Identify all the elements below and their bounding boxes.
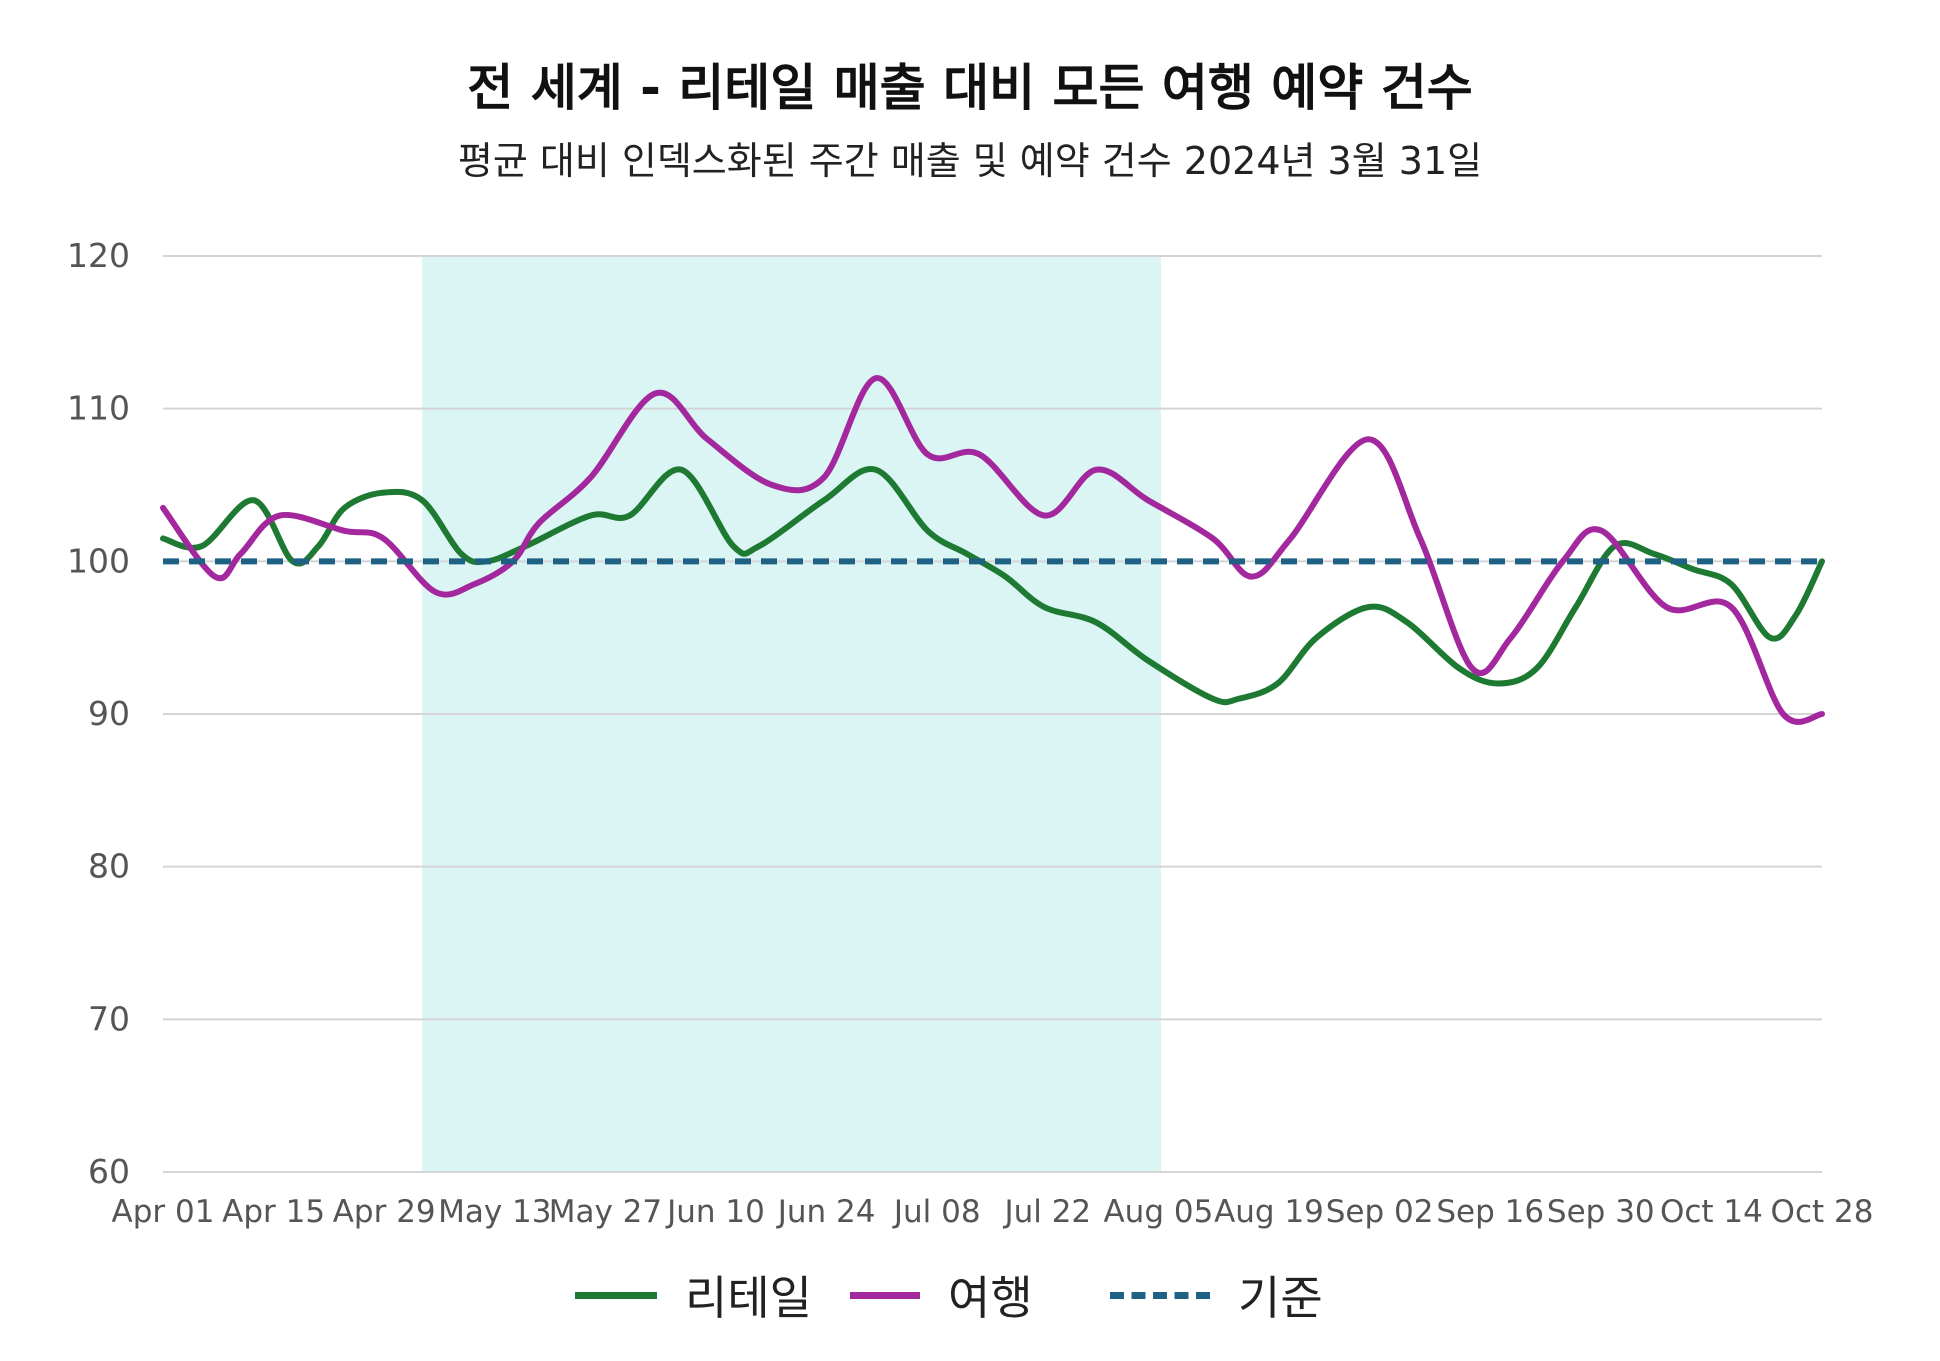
x-tick-label: Aug 05 bbox=[1103, 1194, 1213, 1230]
y-tick-label: 120 bbox=[67, 236, 130, 275]
y-axis-ticks: 60 70 80 90 100 110 120 bbox=[67, 236, 130, 1191]
x-tick-label: Sep 30 bbox=[1547, 1194, 1655, 1230]
y-tick-label: 110 bbox=[67, 389, 130, 428]
x-tick-label: Jul 08 bbox=[892, 1194, 981, 1230]
x-tick-label: Apr 29 bbox=[333, 1194, 436, 1230]
legend-swatch-travel bbox=[850, 1291, 920, 1299]
x-tick-label: Jun 10 bbox=[665, 1194, 765, 1230]
legend-label-retail: 리테일 bbox=[685, 1271, 812, 1325]
x-tick-label: Apr 01 bbox=[112, 1194, 215, 1230]
x-tick-label: Oct 14 bbox=[1660, 1194, 1763, 1230]
y-tick-label: 70 bbox=[88, 999, 130, 1038]
legend-item-travel: 여행 bbox=[850, 1260, 1033, 1330]
y-tick-label: 60 bbox=[88, 1152, 130, 1191]
x-tick-label: Jul 22 bbox=[1002, 1194, 1091, 1230]
legend-item-retail: 리테일 bbox=[575, 1260, 812, 1330]
y-tick-label: 80 bbox=[88, 847, 130, 886]
legend-label-baseline: 기준 bbox=[1238, 1271, 1323, 1325]
x-tick-label: Sep 16 bbox=[1436, 1194, 1544, 1230]
x-tick-label: Aug 19 bbox=[1214, 1194, 1324, 1230]
legend-item-baseline: 기준 bbox=[1110, 1260, 1323, 1330]
chart-title: 전 세계 - 리테일 매출 대비 모든 여행 예약 건수 bbox=[467, 59, 1473, 117]
chart-subtitle: 평균 대비 인덱스화된 주간 매출 및 예약 건수 2024년 3월 31일 bbox=[457, 139, 1483, 183]
x-tick-label: May 27 bbox=[549, 1194, 662, 1230]
legend-swatch-retail bbox=[575, 1291, 657, 1299]
legend-swatch-baseline bbox=[1110, 1291, 1210, 1299]
legend: 리테일 여행 기준 bbox=[0, 1260, 1940, 1330]
y-tick-label: 100 bbox=[67, 541, 130, 580]
x-tick-label: Sep 02 bbox=[1326, 1194, 1434, 1230]
x-tick-label: Jun 24 bbox=[776, 1194, 876, 1230]
series-line-retail bbox=[160, 466, 1825, 706]
x-tick-label: May 13 bbox=[438, 1194, 551, 1230]
x-tick-label: Apr 15 bbox=[222, 1194, 325, 1230]
legend-label-travel: 여행 bbox=[948, 1271, 1033, 1325]
series-layer bbox=[160, 375, 1825, 725]
y-tick-label: 90 bbox=[88, 694, 130, 733]
x-tick-label: Oct 28 bbox=[1771, 1194, 1874, 1230]
series-line-travel bbox=[160, 375, 1825, 725]
